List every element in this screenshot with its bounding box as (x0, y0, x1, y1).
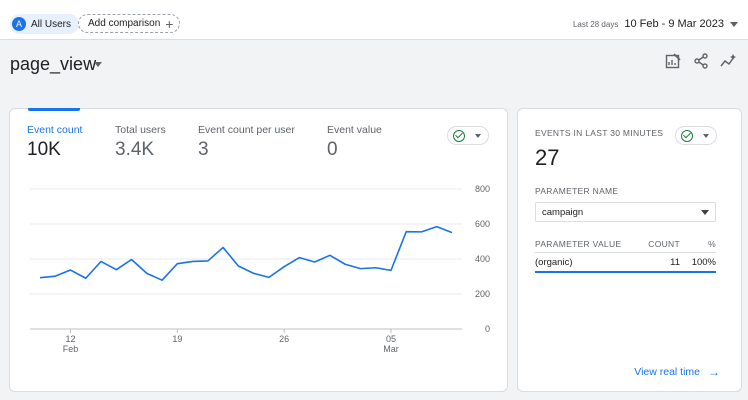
series-line-event-count[interactable] (39, 225, 453, 281)
event-chart-card: Event count 10K Total users 3.4K Event c… (9, 108, 508, 392)
metric-value: 10K (27, 139, 61, 160)
chevron-down-icon (475, 133, 481, 138)
metric-value: 3 (198, 139, 209, 160)
active-tab-indicator (28, 108, 80, 111)
share-icon[interactable] (692, 52, 710, 70)
column-header-parameter-value: PARAMETER VALUE (535, 238, 622, 249)
column-header-percent: % (708, 238, 716, 249)
date-range-label: Last 28 days (572, 19, 619, 29)
add-comparison-label: Add comparison (88, 18, 161, 29)
row-count: 11 (670, 256, 680, 268)
segment-avatar: A (12, 17, 26, 31)
data-point[interactable] (282, 265, 286, 269)
x-tick-month: Feb (63, 344, 79, 354)
metric-label: Total users (115, 124, 166, 136)
segment-label: All Users (31, 18, 72, 30)
date-range-value: 10 Feb - 9 Mar 2023 (624, 18, 724, 30)
data-point[interactable] (389, 268, 393, 272)
data-point[interactable] (435, 225, 439, 229)
check-circle-icon (681, 129, 693, 142)
data-point[interactable] (343, 262, 347, 266)
view-realtime-label: View real time (634, 366, 700, 378)
data-point[interactable] (221, 245, 225, 249)
parameter-table-header: PARAMETER VALUE COUNT % (535, 235, 716, 253)
data-point[interactable] (191, 259, 195, 263)
table-row[interactable]: (organic) 11 100% (535, 253, 716, 273)
parameter-selected-value: campaign (542, 206, 584, 218)
row-parameter-value: (organic) (535, 256, 573, 268)
data-point[interactable] (313, 260, 317, 264)
data-point[interactable] (53, 274, 57, 278)
check-circle-icon (453, 129, 465, 142)
data-point[interactable] (297, 256, 301, 260)
y-tick-label: 600 (475, 219, 490, 229)
parameter-name-label: PARAMETER NAME (535, 186, 619, 196)
chevron-down-icon (730, 21, 738, 27)
data-point[interactable] (160, 278, 164, 282)
data-point[interactable] (374, 266, 378, 270)
arrow-right-icon: → (708, 365, 720, 379)
data-point[interactable] (206, 259, 210, 263)
data-point[interactable] (99, 259, 103, 263)
metric-label: Event count (27, 124, 83, 136)
realtime-event-count: 27 (535, 145, 560, 170)
metric-tab-event-count[interactable]: Event count 10K (27, 124, 82, 161)
y-tick-label: 0 (485, 324, 490, 334)
y-tick-label: 400 (475, 254, 490, 264)
data-point[interactable] (236, 264, 240, 268)
data-point[interactable] (130, 258, 134, 262)
metric-value: 0 (327, 139, 338, 160)
realtime-title: EVENTS IN LAST 30 MINUTES (535, 128, 664, 138)
data-point[interactable] (450, 231, 454, 235)
row-percent: 100% (691, 256, 716, 268)
x-tick-day: 05 (386, 334, 396, 344)
data-quality-button[interactable] (447, 126, 489, 145)
data-point[interactable] (114, 268, 118, 272)
insights-icon[interactable] (720, 52, 738, 70)
title-bar: page_view (0, 40, 748, 90)
data-point[interactable] (84, 276, 88, 280)
data-point[interactable] (419, 230, 423, 234)
metric-value: 3.4K (115, 139, 155, 160)
data-point[interactable] (404, 230, 408, 234)
y-tick-label: 200 (475, 289, 490, 299)
x-tick-month: Mar (383, 344, 399, 354)
title-actions (664, 52, 738, 70)
metric-tab-event-value[interactable]: Event value 0 (327, 124, 382, 161)
data-point[interactable] (328, 253, 332, 257)
realtime-quality-button[interactable] (675, 126, 717, 145)
y-tick-label: 800 (475, 184, 490, 194)
page-title: page_view (10, 54, 97, 74)
metric-tab-event-count-per-user[interactable]: Event count per user 3 (198, 124, 295, 161)
segment-chip-all-users[interactable]: A All Users (10, 14, 80, 34)
view-realtime-link[interactable]: View real time → (634, 365, 720, 379)
x-tick-day: 26 (279, 334, 289, 344)
data-point[interactable] (175, 262, 179, 266)
metric-label: Event value (327, 124, 382, 136)
data-point[interactable] (358, 267, 362, 271)
column-header-count: COUNT (648, 238, 680, 249)
chevron-down-icon (701, 209, 709, 215)
data-point[interactable] (69, 268, 73, 272)
x-tick-day: 12 (66, 334, 76, 344)
page-title-dropdown-icon[interactable] (94, 62, 102, 67)
plus-icon: + (165, 15, 174, 32)
data-point[interactable] (252, 271, 256, 275)
metric-label: Event count per user (198, 124, 295, 136)
chevron-down-icon (703, 133, 709, 138)
parameter-table: PARAMETER VALUE COUNT % (organic) 11 100… (535, 235, 716, 273)
customize-report-icon[interactable] (664, 52, 682, 70)
data-point[interactable] (38, 276, 42, 280)
data-point[interactable] (267, 275, 271, 279)
metric-tab-total-users[interactable]: Total users 3.4K (115, 124, 166, 161)
x-tick-day: 19 (172, 334, 182, 344)
date-range-picker[interactable]: Last 28 days 10 Feb - 9 Mar 2023 (573, 18, 738, 30)
parameter-name-select[interactable]: campaign (535, 202, 716, 222)
top-bar: A All Users Add comparison + Last 28 day… (0, 0, 748, 40)
realtime-card: EVENTS IN LAST 30 MINUTES 27 PARAMETER N… (517, 108, 742, 392)
data-point[interactable] (145, 271, 149, 275)
add-comparison-button[interactable]: Add comparison + (78, 14, 181, 33)
